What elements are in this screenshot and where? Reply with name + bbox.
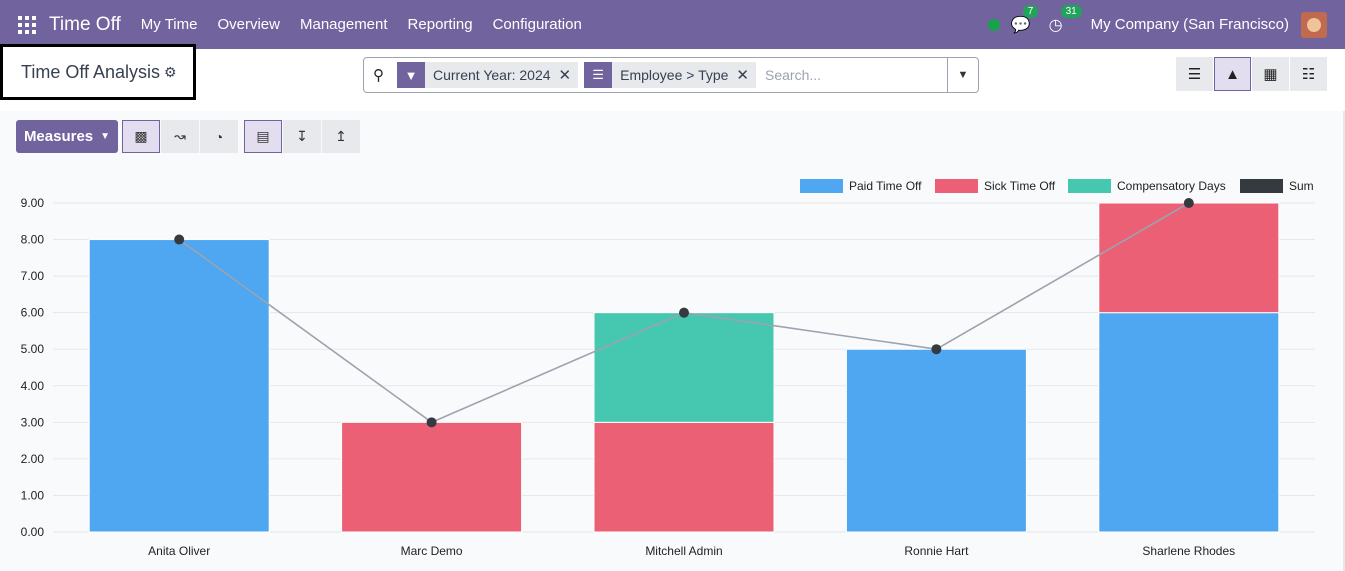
- measures-button[interactable]: Measures ▼: [16, 120, 118, 153]
- sort-descending-icon[interactable]: ↧: [283, 120, 321, 153]
- messages-button[interactable]: 💬 7: [1010, 4, 1039, 35]
- legend-label: Compensatory Days: [1117, 179, 1226, 193]
- pie-chart-icon[interactable]: ◔: [200, 120, 238, 153]
- sum-point: [174, 234, 185, 245]
- stacked-icon[interactable]: ▤: [244, 120, 282, 153]
- scrollbar-track: [1343, 111, 1345, 571]
- bar-paid-time-off: [845, 348, 1027, 533]
- x-tick-label: Ronnie Hart: [904, 544, 969, 558]
- messages-count-badge: 7: [1022, 4, 1039, 18]
- bar-compensatory-days: [593, 312, 775, 423]
- control-panel: Time Off Analysis ⚙ ⚲ ▼ Current Year: 20…: [0, 44, 1345, 112]
- list-view-icon[interactable]: ☰: [1176, 57, 1213, 91]
- bar-sick-time-off: [341, 421, 523, 533]
- menu-management[interactable]: Management: [299, 16, 388, 33]
- legend-swatch: [935, 179, 978, 193]
- bar-chart-icon[interactable]: ▩: [122, 120, 160, 153]
- app-title[interactable]: Time Off: [49, 13, 121, 35]
- sum-point: [426, 417, 437, 428]
- y-tick-label: 4.00: [21, 379, 45, 393]
- y-tick-label: 0.00: [21, 525, 45, 539]
- pivot-view-icon[interactable]: ▦: [1252, 57, 1289, 91]
- bar-sick-time-off: [1098, 202, 1280, 314]
- menu-reporting[interactable]: Reporting: [407, 16, 473, 33]
- filter-facet: ▼ Current Year: 2024 ✕: [397, 62, 579, 88]
- line-chart-icon[interactable]: ↝: [161, 120, 199, 153]
- y-tick-label: 7.00: [21, 269, 45, 283]
- search-bar: ⚲ ▼ Current Year: 2024 ✕ ☰ Employee > Ty…: [363, 57, 979, 93]
- page-title: Time Off Analysis: [21, 61, 161, 82]
- sum-point: [1183, 198, 1194, 208]
- y-tick-label: 2.00: [21, 452, 45, 466]
- chart: 0.00 1.00 2.00 3.00 4.00 5.00 6.00 7.00 8.00 9.00…: [21, 179, 1315, 558]
- legend-swatch: [1068, 179, 1111, 193]
- presence-status-icon: [987, 18, 1000, 31]
- graph-view: Measures ▼ ▩ ↝ ◔ ▤ ↧ ↥ 0.00 1.00 2.00 3.00 4…: [0, 111, 1345, 571]
- y-tick-label: 9.00: [21, 196, 45, 210]
- x-tick-label: Anita Oliver: [148, 544, 210, 558]
- chart-type-group: ▩ ↝ ◔: [122, 120, 239, 153]
- graph-view-icon[interactable]: ▲: [1214, 57, 1251, 91]
- y-tick-label: 5.00: [21, 342, 45, 356]
- y-tick-label: 3.00: [21, 415, 45, 429]
- filter-facet-label: Current Year: 2024: [433, 67, 551, 83]
- search-icon[interactable]: ⚲: [373, 67, 384, 84]
- measures-label: Measures: [23, 128, 94, 145]
- menu-configuration[interactable]: Configuration: [492, 16, 582, 33]
- calendar-view-icon[interactable]: ☷: [1290, 57, 1327, 91]
- view-switcher: ☰ ▲ ▦ ☷: [1175, 57, 1327, 91]
- activities-count-badge: 31: [1060, 4, 1082, 18]
- caret-down-icon: ▼: [957, 69, 969, 81]
- sort-ascending-icon[interactable]: ↥: [322, 120, 360, 153]
- bar-paid-time-off: [88, 239, 270, 533]
- sum-point: [679, 307, 689, 318]
- caret-down-icon: ▼: [100, 131, 111, 142]
- groupby-facet: ☰ Employee > Type ✕: [584, 62, 756, 88]
- search-options-toggle[interactable]: ▼: [947, 58, 978, 92]
- x-tick-label: Marc Demo: [401, 544, 463, 558]
- remove-filter-icon[interactable]: ✕: [558, 67, 572, 84]
- sum-point: [931, 344, 942, 355]
- filter-icon: ▼: [397, 62, 425, 88]
- group-by-icon: ☰: [584, 62, 613, 88]
- apps-menu-icon[interactable]: [18, 15, 36, 34]
- top-navbar: Time Off My Time Overview Management Rep…: [0, 0, 1345, 49]
- x-tick-label: Mitchell Admin: [645, 544, 722, 558]
- chat-icon: 💬: [1010, 16, 1031, 34]
- y-tick-label: 8.00: [21, 233, 45, 247]
- user-avatar[interactable]: [1301, 11, 1327, 38]
- groupby-facet-label: Employee > Type: [620, 67, 729, 83]
- legend-label: Paid Time Off: [849, 179, 922, 193]
- bar-sick-time-off: [593, 421, 775, 533]
- breadcrumb: Time Off Analysis ⚙: [0, 44, 196, 100]
- legend-label: Sum: [1289, 179, 1314, 193]
- bar-paid-time-off: [1098, 312, 1280, 533]
- chart-options-group: ▤: [244, 120, 283, 153]
- y-tick-label: 1.00: [21, 488, 45, 502]
- menu-my-time[interactable]: My Time: [140, 16, 198, 33]
- legend-label: Sick Time Off: [984, 179, 1056, 193]
- x-tick-label: Sharlene Rhodes: [1142, 544, 1235, 558]
- menu-overview[interactable]: Overview: [217, 16, 280, 33]
- legend-swatch: [1240, 179, 1283, 193]
- legend-swatch: [800, 179, 843, 193]
- gear-icon[interactable]: ⚙: [164, 63, 177, 80]
- activities-button[interactable]: ◷ 31: [1048, 4, 1082, 35]
- clock-icon: ◷: [1048, 16, 1063, 34]
- y-tick-label: 6.00: [21, 306, 45, 320]
- search-input[interactable]: Search...: [765, 67, 822, 83]
- company-switcher[interactable]: My Company (San Francisco): [1090, 16, 1289, 33]
- sort-group: ↧ ↥: [283, 120, 361, 153]
- remove-groupby-icon[interactable]: ✕: [736, 67, 749, 84]
